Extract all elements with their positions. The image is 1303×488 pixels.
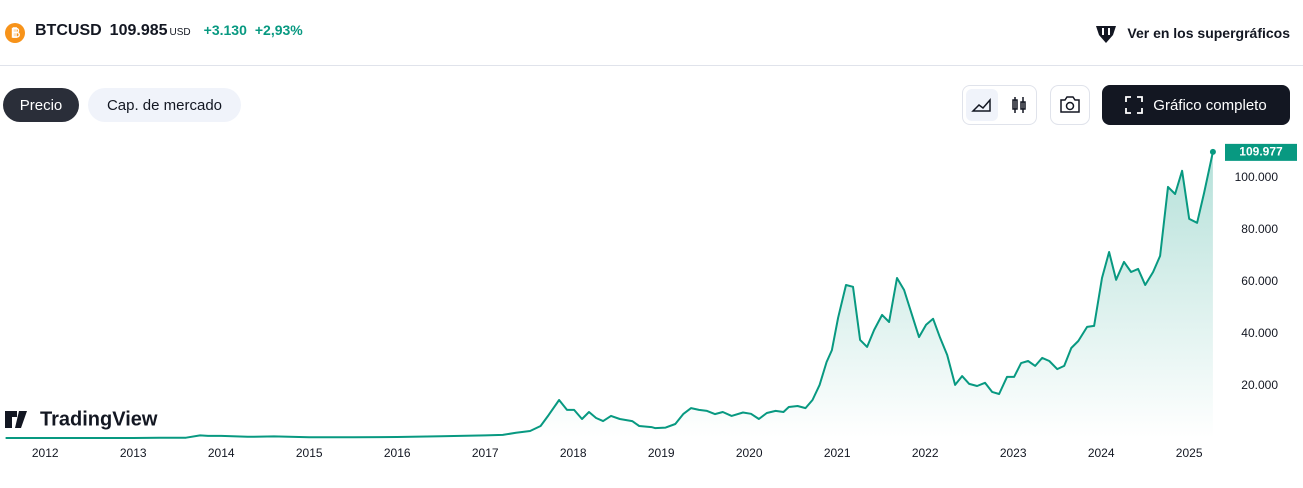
price: 109.985	[109, 22, 168, 39]
full-chart-label: Gráfico completo	[1153, 96, 1267, 114]
watermark-text: TradingView	[40, 408, 158, 430]
y-tick-label: 80.000	[1241, 222, 1278, 236]
price-tag	[1225, 143, 1297, 161]
x-tick-label: 2019	[648, 446, 675, 460]
symbol-header: BTCUSD 109.985 USD +3.130 +2,93%	[35, 22, 303, 44]
snapshot-button[interactable]	[1050, 85, 1090, 125]
x-tick-label: 2013	[120, 446, 147, 460]
tab-market-cap[interactable]: Cap. de mercado	[88, 88, 241, 122]
tab-price[interactable]: Precio	[3, 88, 79, 122]
area-type-button[interactable]	[966, 89, 998, 121]
x-tick-label: 2020	[736, 446, 763, 460]
x-tick-label: 2022	[912, 446, 939, 460]
link-icon	[1096, 26, 1117, 43]
chart-type-group	[962, 85, 1037, 125]
symbol: BTCUSD	[35, 22, 102, 39]
fullscreen-icon	[1125, 96, 1144, 114]
y-tick-label: 40.000	[1241, 326, 1278, 340]
price-tag-label: 109.977	[1239, 145, 1283, 159]
x-tick-label: 2018	[560, 446, 587, 460]
x-tick-label: 2024	[1088, 446, 1115, 460]
divider	[0, 65, 1303, 66]
y-tick-label: 100.000	[1235, 170, 1279, 184]
y-tick-label: 60.000	[1241, 274, 1278, 288]
watermark: TradingView	[5, 408, 158, 430]
link-text: Ver en los supergráficos	[1127, 25, 1290, 41]
y-tick-label: 20.000	[1241, 378, 1278, 392]
bitcoin-icon	[5, 23, 25, 43]
x-tick-label: 2012	[32, 446, 59, 460]
full-chart-button[interactable]: Gráfico completo	[1102, 85, 1290, 125]
x-tick-label: 2015	[296, 446, 323, 460]
x-tick-label: 2025	[1176, 446, 1203, 460]
change: +3.130	[203, 22, 247, 38]
change-percent: +2,93%	[254, 22, 303, 38]
x-tick-label: 2021	[824, 446, 851, 460]
candle-type-button[interactable]	[1003, 89, 1035, 121]
x-tick-label: 2014	[208, 446, 235, 460]
x-tick-label: 2016	[384, 446, 411, 460]
area-fill	[5, 151, 1213, 438]
x-tick-label: 2023	[1000, 446, 1027, 460]
supercharts-link[interactable]: Ver en los supergráficos	[1093, 22, 1290, 44]
last-point	[1209, 148, 1216, 155]
price-line	[5, 151, 1214, 439]
x-tick-label: 2017	[472, 446, 499, 460]
currency: USD	[169, 27, 191, 38]
